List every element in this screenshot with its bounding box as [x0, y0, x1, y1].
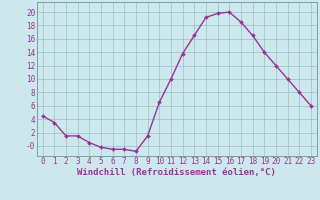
X-axis label: Windchill (Refroidissement éolien,°C): Windchill (Refroidissement éolien,°C) [77, 168, 276, 177]
